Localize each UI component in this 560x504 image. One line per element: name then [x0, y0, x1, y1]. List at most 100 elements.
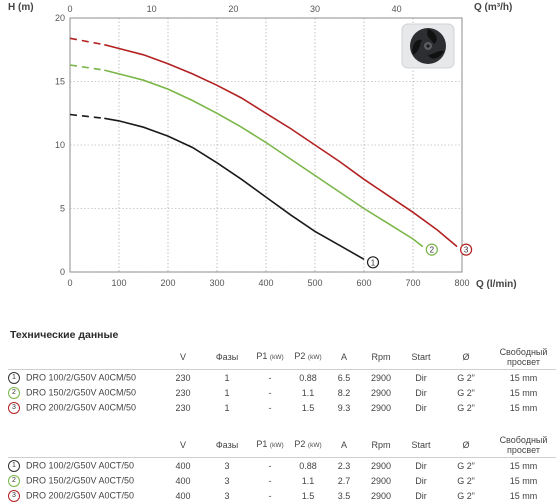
table-row: 2 DRO 150/2/G50V A0CT/50 400 3 - 1.1 2.7 2900 Di…: [8, 473, 556, 488]
table-row: 1 DRO 100/2/G50V A0CM/50 230 1 - 0.88 6.5 2900 D…: [8, 370, 556, 386]
impeller-icon: [401, 23, 455, 69]
x2-tick-label: 0: [67, 4, 72, 14]
model-name: DRO 100/2/G50V A0CM/50: [26, 371, 137, 382]
series-2-marker-label: 2: [430, 246, 435, 255]
series-3-end-marker: [460, 243, 473, 256]
header-p2-label: P2: [294, 439, 306, 449]
header-a: A: [340, 440, 347, 450]
header-p2: P2 (kW): [289, 345, 327, 370]
header-free-passage: Свободный просвет: [499, 347, 548, 367]
model-cell: 1 DRO 100/2/G50V A0CT/50: [8, 458, 163, 474]
cell-phases: 1: [224, 372, 230, 383]
x-tick-label: 300: [209, 278, 224, 288]
cell-a: 2.7: [337, 475, 351, 486]
cell-diameter: G 2”: [457, 460, 475, 471]
cell-rpm: 2900: [370, 402, 392, 413]
spec-table-single-phase: V Фазы P1 (kW) P2 (kW) A Rpm Start Ø Свободный п…: [8, 345, 556, 415]
x-tick-label: 400: [258, 278, 273, 288]
series-1-marker-label: 1: [371, 258, 376, 267]
model-cell: 3 DRO 200/2/G50V A0CM/50: [8, 400, 163, 415]
y-axis-title: H (m): [8, 2, 34, 13]
x2-tick-label: 10: [147, 4, 157, 14]
series-number-badge: 3: [8, 489, 20, 502]
cell-p2: 1.1: [301, 387, 315, 398]
cell-diameter: G 2”: [457, 490, 475, 501]
series-2-end-marker: [425, 243, 438, 256]
series-number-badge: 2: [8, 474, 20, 487]
header-start: Start: [411, 440, 431, 450]
x2-tick-label: 20: [228, 4, 238, 14]
cell-p1: -: [268, 372, 272, 383]
y-tick-label: 5: [60, 204, 65, 214]
series-2-curve: [104, 69, 424, 248]
header-p1-unit: (kW): [269, 442, 284, 449]
header-model: [8, 433, 163, 458]
header-p1-label: P1: [256, 439, 268, 449]
cell-phases: 3: [224, 490, 230, 501]
cell-phases: 3: [224, 460, 230, 471]
cell-start: Dir: [415, 475, 427, 486]
cell-free-passage: 15 mm: [509, 490, 538, 501]
header-p1: P1 (kW): [251, 345, 289, 370]
table-header-row: V Фазы P1 (kW) P2 (kW) A Rpm Start Ø Свободный п…: [8, 345, 556, 370]
x-tick-label: 600: [356, 278, 371, 288]
series-3-dashed-segment: [69, 37, 105, 46]
series-number-badge: 1: [8, 371, 20, 384]
series-1-end-marker: [366, 256, 380, 269]
header-phases: Фазы: [215, 440, 239, 450]
header-a: A: [340, 352, 347, 362]
cell-phases: 1: [224, 387, 230, 398]
x2-axis-title: Q (m³/h): [474, 2, 512, 13]
table-row: 2 DRO 150/2/G50V A0CM/50 230 1 - 1.1 8.2 2900 Di…: [8, 385, 556, 400]
cell-start: Dir: [415, 387, 427, 398]
cell-rpm: 2900: [370, 490, 392, 501]
header-p1-unit: (kW): [269, 354, 284, 361]
cell-p2: 1.5: [301, 402, 315, 413]
cell-p2: 0.88: [299, 460, 317, 471]
series-markers: 1 2 3: [366, 243, 473, 269]
spec-table-three-phase: V Фазы P1 (kW) P2 (kW) A Rpm Start Ø Свободный п…: [8, 433, 556, 503]
cell-phases: 1: [224, 402, 230, 413]
cell-diameter: G 2”: [457, 402, 475, 413]
cell-p1: -: [268, 475, 272, 486]
cell-a: 8.2: [337, 387, 351, 398]
x-tick-label: 800: [454, 278, 469, 288]
x-axis-title: Q (l/min): [476, 279, 517, 290]
x-tick-label: 0: [67, 278, 72, 288]
cell-start: Dir: [415, 460, 427, 471]
cell-diameter: G 2”: [457, 372, 475, 383]
cell-a: 2.3: [337, 460, 351, 471]
x2-tick-label: 40: [392, 4, 402, 14]
x-tick-label: 700: [405, 278, 420, 288]
cell-free-passage: 15 mm: [509, 402, 538, 413]
cell-free-passage: 15 mm: [509, 387, 538, 398]
model-cell: 2 DRO 150/2/G50V A0CT/50: [8, 473, 163, 488]
cell-p1: -: [268, 387, 272, 398]
series-number-badge: 2: [8, 386, 20, 399]
y-tick-label: 0: [60, 267, 65, 277]
cell-v: 230: [175, 402, 191, 413]
y-tick-label: 10: [55, 140, 65, 150]
model-name: DRO 100/2/G50V A0CT/50: [26, 459, 135, 470]
header-diameter: Ø: [462, 440, 470, 450]
model-cell: 1 DRO 100/2/G50V A0CM/50: [8, 370, 163, 386]
x-tick-label: 500: [307, 278, 322, 288]
cell-v: 230: [175, 372, 191, 383]
x2-tick-label: 30: [310, 4, 320, 14]
table-row: 3 DRO 200/2/G50V A0CT/50 400 3 - 1.5 3.5 2900 Di…: [8, 488, 556, 503]
model-name: DRO 150/2/G50V A0CM/50: [26, 386, 137, 397]
cell-p1: -: [268, 460, 272, 471]
series-3-marker-label: 3: [464, 246, 469, 255]
cell-p1: -: [268, 490, 272, 501]
x-tick-label: 100: [111, 278, 126, 288]
header-p2-unit: (kW): [307, 442, 322, 449]
header-p2-unit: (kW): [307, 354, 322, 361]
cell-free-passage: 15 mm: [509, 475, 538, 486]
cell-a: 6.5: [337, 372, 351, 383]
series-1-curve: [104, 117, 365, 260]
cell-start: Dir: [415, 490, 427, 501]
x-tick-label: 200: [160, 278, 175, 288]
y-tick-label: 15: [55, 77, 65, 87]
model-cell: 2 DRO 150/2/G50V A0CM/50: [8, 385, 163, 400]
